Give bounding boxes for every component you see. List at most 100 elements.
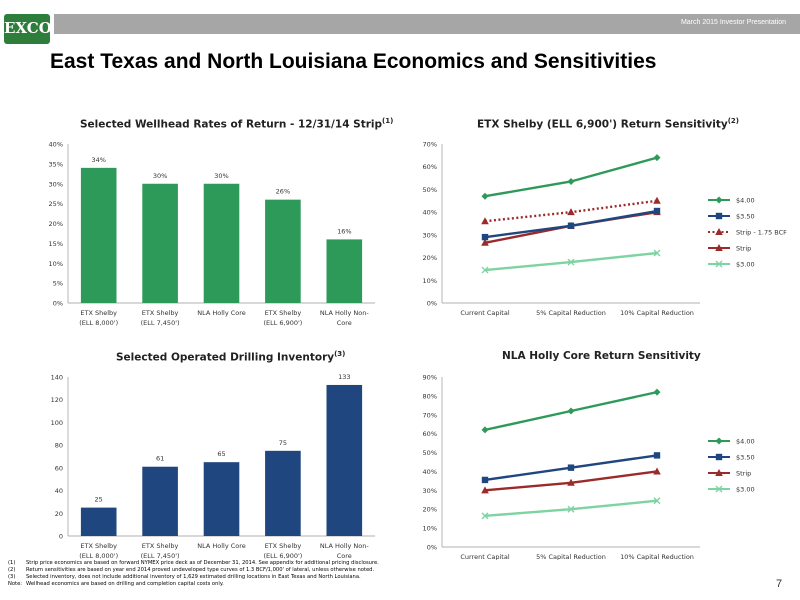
data-point (481, 486, 489, 494)
footnote: (2) Return sensitivities are based on yea… (8, 567, 375, 573)
y-tick-label: 35% (49, 160, 63, 168)
legend-label: $3.00 (736, 261, 755, 269)
y-tick-label: 30% (423, 487, 437, 495)
x-tick-label: (ELL 7,450') (141, 319, 180, 327)
y-tick-label: 15% (49, 240, 63, 248)
legend-label: $4.00 (736, 438, 755, 446)
y-tick-label: 100 (51, 419, 63, 427)
data-point (715, 212, 723, 220)
bar (142, 466, 178, 536)
y-tick-label: 10% (49, 260, 63, 268)
data-point (715, 244, 723, 251)
x-tick-label: NLA Holly Core (197, 309, 246, 317)
page-number: 7 (776, 578, 783, 590)
data-point (481, 238, 489, 246)
x-tick-label: NLA Holly Core (197, 542, 246, 550)
data-label: 133 (338, 373, 350, 381)
y-tick-label: 0% (427, 300, 437, 308)
footnote: Note: Wellhead economics are based on dri… (8, 581, 224, 587)
x-tick-label: 10% Capital Reduction (620, 309, 694, 317)
data-point (715, 453, 723, 461)
y-tick-label: 70% (423, 141, 437, 149)
data-point (653, 452, 661, 459)
data-point (481, 192, 489, 200)
header-bar: March 2015 Investor Presentation (54, 14, 800, 34)
bar (326, 239, 363, 303)
data-label: 34% (91, 156, 105, 164)
y-tick-label: 50% (423, 186, 437, 194)
y-tick-label: 40% (423, 468, 437, 476)
x-tick-label: (ELL 8,000') (79, 552, 118, 560)
y-tick-label: 25% (49, 200, 63, 208)
data-point (715, 485, 723, 493)
y-tick-label: 20% (423, 254, 437, 262)
y-tick-label: 0 (59, 533, 63, 541)
y-tick-label: 10% (423, 277, 437, 285)
legend-label: $3.50 (736, 213, 755, 221)
x-tick-label: (ELL 8,000') (79, 319, 118, 327)
x-tick-label: Core (337, 552, 352, 560)
data-point (567, 505, 575, 513)
bar (203, 183, 240, 303)
bar (265, 450, 301, 536)
logo-text: EXCO (4, 19, 52, 37)
x-tick-label: Current Capital (460, 553, 509, 560)
y-tick-label: 60 (55, 464, 63, 472)
bar (203, 462, 240, 536)
legend-label: $3.50 (736, 454, 755, 462)
x-tick-label: ETX Shelby (80, 542, 117, 550)
y-tick-label: 20% (423, 506, 437, 514)
x-tick-label: Core (337, 319, 352, 327)
x-tick-label: ETX Shelby (142, 309, 179, 317)
x-tick-label: 10% Capital Reduction (620, 553, 694, 560)
chart-title-returns: Selected Wellhead Rates of Return - 12/3… (80, 117, 394, 131)
y-tick-label: 40 (55, 487, 63, 495)
data-point (567, 407, 575, 415)
x-tick-label: NLA Holly Non- (320, 309, 369, 317)
x-tick-label: 5% Capital Reduction (536, 553, 606, 560)
legend-label: $4.00 (736, 197, 755, 205)
legend-label: $3.00 (736, 486, 755, 494)
data-point (653, 249, 661, 257)
series-line (484, 156, 658, 198)
chart-title-nla-sensitivity: NLA Holly Core Return Sensitivity (502, 350, 701, 362)
bar (142, 183, 178, 303)
footnote: (3) Selected inventory, does not include … (8, 574, 361, 580)
x-tick-label: 5% Capital Reduction (536, 309, 606, 317)
data-point (653, 154, 661, 162)
x-tick-label: ETX Shelby (80, 309, 117, 317)
presentation-label: March 2015 Investor Presentation (680, 19, 786, 26)
x-tick-label: ETX Shelby (142, 542, 179, 550)
bar (326, 384, 363, 536)
nla-sensitivity-line-chart: 0% 10% 20% 30% 40% 50% 60% 70% 80% 90% Current Cap… (423, 374, 755, 561)
data-label: 30% (214, 172, 228, 180)
data-label: 25 (95, 496, 103, 504)
data-label: 30% (153, 172, 167, 180)
footnotes: (1) Strip price economics are based on fo… (8, 560, 379, 588)
legend-label: Strip (736, 470, 751, 478)
x-tick-label: ETX Shelby (265, 542, 302, 550)
x-tick-label: NLA Holly Non- (320, 542, 369, 550)
data-point (567, 258, 575, 266)
company-logo: EXCO (4, 14, 52, 44)
data-label: 61 (156, 455, 164, 463)
y-tick-label: 10% (423, 525, 437, 533)
data-point (567, 478, 575, 486)
data-point (567, 177, 575, 185)
y-tick-label: 80% (423, 392, 437, 400)
y-tick-label: 140 (51, 374, 63, 382)
data-point (715, 469, 723, 476)
data-point (567, 464, 575, 471)
data-point (715, 196, 723, 204)
inventory-bar-chart: 0 20 40 60 80 100 120 140 25 ETX Shelby (ELL 8,000… (51, 373, 375, 560)
data-point (653, 467, 661, 475)
y-tick-label: 20% (49, 220, 63, 228)
y-tick-label: 80 (55, 442, 63, 450)
y-tick-label: 20 (55, 510, 63, 518)
x-tick-label: (ELL 6,900') (263, 552, 302, 560)
returns-bar-chart: 0% 5% 10% 15% 20% 25% 30% 35% 40% 34% ETX Shelby (E… (49, 141, 375, 327)
data-label: 26% (276, 188, 290, 196)
y-tick-label: 90% (423, 374, 437, 382)
y-tick-label: 5% (53, 280, 63, 288)
x-tick-label: (ELL 7,450') (141, 552, 180, 560)
